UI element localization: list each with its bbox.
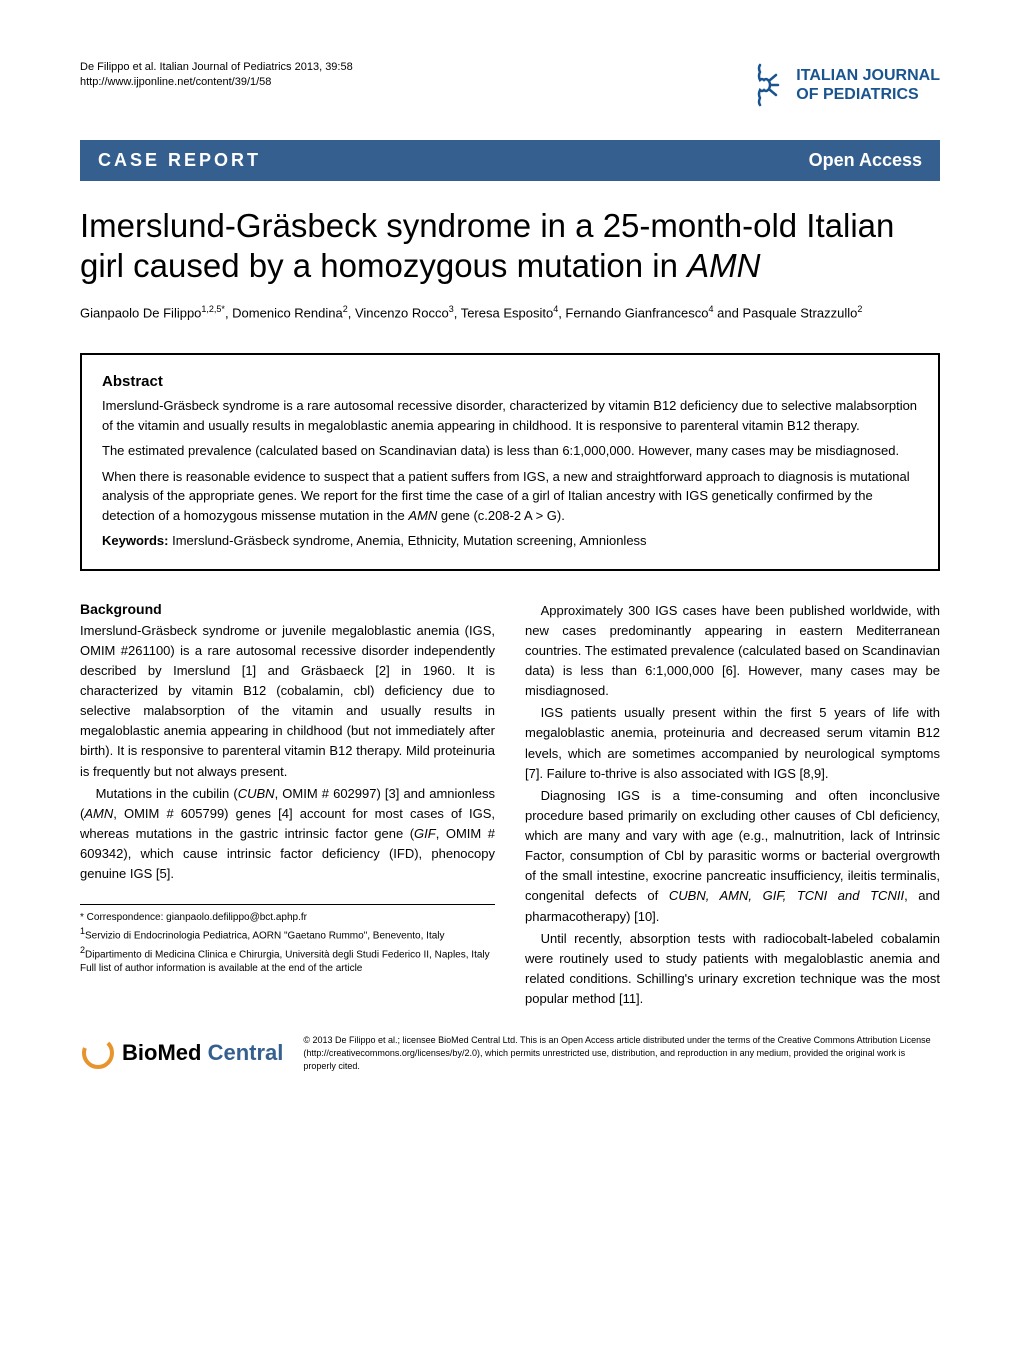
body-right-p4: Until recently, absorption tests with ra…	[525, 929, 940, 1010]
affiliation-1: 1Servizio di Endocrinologia Pediatrica, …	[80, 925, 495, 943]
right-column: Approximately 300 IGS cases have been pu…	[525, 601, 940, 1010]
page-header: De Filippo et al. Italian Journal of Ped…	[80, 60, 940, 110]
open-access-label: Open Access	[809, 150, 922, 171]
correspondence: * Correspondence: gianpaolo.defilippo@bc…	[80, 911, 495, 925]
journal-logo-icon	[748, 60, 788, 110]
bmc-text: BioMed Central	[122, 1040, 283, 1066]
license-text: © 2013 De Filippo et al.; licensee BioMe…	[303, 1034, 940, 1072]
body-left-p1: Imerslund-Gräsbeck syndrome or juvenile …	[80, 621, 495, 782]
keywords-label: Keywords:	[102, 533, 172, 548]
body-columns: Background Imerslund-Gräsbeck syndrome o…	[80, 601, 940, 1010]
citation-block: De Filippo et al. Italian Journal of Ped…	[80, 60, 353, 91]
citation-line1: De Filippo et al. Italian Journal of Ped…	[80, 60, 353, 75]
abstract-para1: Imerslund-Gräsbeck syndrome is a rare au…	[102, 396, 918, 435]
background-heading: Background	[80, 601, 495, 617]
biomed-central-logo: BioMed Central	[80, 1035, 283, 1071]
abstract-para2: The estimated prevalence (calculated bas…	[102, 441, 918, 461]
footnotes: * Correspondence: gianpaolo.defilippo@bc…	[80, 904, 495, 976]
left-column: Background Imerslund-Gräsbeck syndrome o…	[80, 601, 495, 1010]
page-footer: BioMed Central © 2013 De Filippo et al.;…	[80, 1034, 940, 1072]
title-gene: AMN	[687, 247, 760, 284]
abstract-box: Abstract Imerslund-Gräsbeck syndrome is …	[80, 353, 940, 571]
affiliation-2: 2Dipartimento di Medicina Clinica e Chir…	[80, 944, 495, 962]
journal-name: ITALIAN JOURNAL OF PEDIATRICS	[796, 66, 940, 104]
journal-name-line1: ITALIAN JOURNAL	[796, 66, 940, 85]
body-left-p2: Mutations in the cubilin (CUBN, OMIM # 6…	[80, 784, 495, 885]
title-main: Imerslund-Gräsbeck syndrome in a 25-mont…	[80, 207, 894, 284]
journal-name-line2: OF PEDIATRICS	[796, 85, 940, 104]
body-right-p1: Approximately 300 IGS cases have been pu…	[525, 601, 940, 702]
bmc-circle-icon	[80, 1035, 116, 1071]
full-list-note: Full list of author information is avail…	[80, 962, 495, 976]
body-right-p2: IGS patients usually present within the …	[525, 703, 940, 784]
journal-logo: ITALIAN JOURNAL OF PEDIATRICS	[748, 60, 940, 110]
citation-url: http://www.ijponline.net/content/39/1/58	[80, 75, 353, 90]
abstract-heading: Abstract	[102, 373, 918, 390]
article-title: Imerslund-Gräsbeck syndrome in a 25-mont…	[80, 206, 940, 285]
article-type-banner: CASE REPORT Open Access	[80, 140, 940, 181]
abstract-para3: When there is reasonable evidence to sus…	[102, 467, 918, 526]
article-type: CASE REPORT	[98, 150, 261, 171]
body-right-p3: Diagnosing IGS is a time-consuming and o…	[525, 786, 940, 927]
keywords-text: Imerslund-Gräsbeck syndrome, Anemia, Eth…	[172, 533, 646, 548]
author-list: Gianpaolo De Filippo1,2,5*, Domenico Ren…	[80, 303, 940, 323]
keywords: Keywords: Imerslund-Gräsbeck syndrome, A…	[102, 531, 918, 551]
